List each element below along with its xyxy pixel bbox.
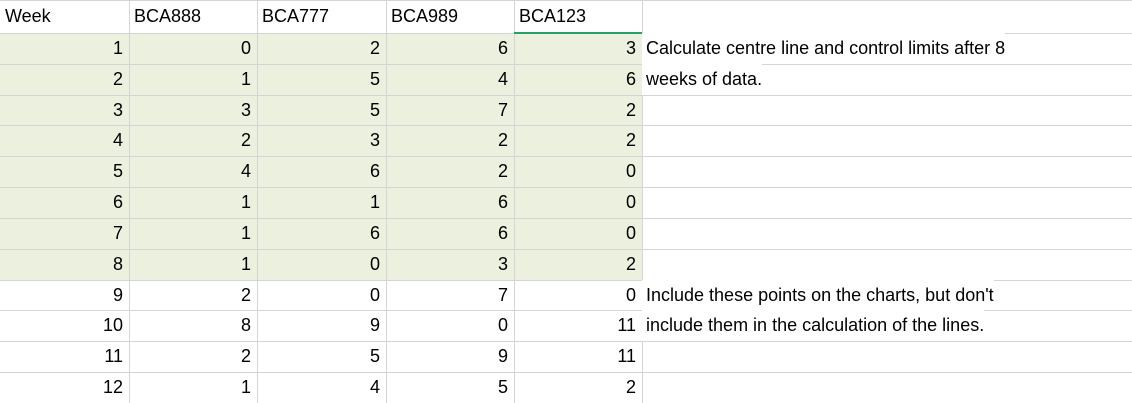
column-header: Week [5,6,51,26]
cell-fill [0,63,642,95]
cell-value: 6 [369,161,380,182]
cell-value: 2 [240,284,251,305]
cell-value: 3 [369,130,380,151]
cell-fill [0,125,642,157]
cell-value: 1 [112,38,123,58]
cell-value: 2 [240,346,251,367]
cell-value: 1 [240,68,251,89]
cell-value: 0 [625,284,636,305]
cell-value: 2 [625,130,636,151]
cell-value: 6 [497,192,508,213]
grid-line [257,0,258,403]
cell-value: 8 [112,253,123,274]
cell-value: 0 [625,222,636,243]
cell-value: 8 [240,315,251,336]
cell-value: 0 [497,315,508,336]
cell-value: 6 [625,68,636,89]
cell-value: 10 [102,315,123,336]
cell-value: 11 [617,315,636,336]
grid-line [129,0,130,403]
grid-line [642,0,643,403]
cell-value: 2 [497,161,508,182]
cell-value: 7 [112,222,123,243]
grid-line [0,187,1132,189]
cell-value: 6 [497,38,508,58]
selection-border [514,32,642,34]
grid-line [514,0,515,403]
cell-fill [0,217,642,249]
cell-value: 5 [112,161,123,182]
cell-value: 2 [240,130,251,151]
cell-value: 1 [240,253,251,274]
cell-value: 11 [617,346,636,367]
cell-value: 6 [369,222,380,243]
cell-value: 3 [112,99,123,120]
cell-value: 2 [625,99,636,120]
cell-value: 0 [369,253,380,274]
cell-value: 5 [369,68,380,89]
note-text: include them in the calculation of the l… [642,310,985,342]
grid-line [0,63,1132,65]
cell-value: 0 [369,284,380,305]
note-text: weeks of data. [642,63,763,95]
cell-value: 9 [369,315,380,336]
cell-value: 6 [497,222,508,243]
cell-fill [0,156,642,188]
cell-value: 4 [369,377,380,398]
cell-value: 0 [625,192,636,213]
cell-value: 6 [112,192,123,213]
cell-value: 2 [369,38,380,58]
cell-value: 1 [240,192,251,213]
cell-value: 4 [240,161,251,182]
cell-value: 12 [102,377,123,398]
grid-line [0,0,1132,1]
cell-value: 3 [240,99,251,120]
cell-value: 1 [240,377,251,398]
cell-value: 5 [369,99,380,120]
column-header: BCA989 [391,6,459,26]
cell-value: 2 [625,253,636,274]
grid-line [0,372,1132,374]
grid-line [0,217,1132,219]
cell-value: 5 [369,346,380,367]
column-header: BCA888 [134,6,202,26]
grid-line [0,94,1132,96]
grid-line [0,248,1132,250]
cell-value: 7 [497,284,508,305]
cell-value: 4 [112,130,123,151]
grid-line [0,156,1132,158]
cell-fill [0,94,642,126]
cell-value: 0 [240,38,251,58]
cell-value: 2 [497,130,508,151]
cell-fill [0,187,642,218]
grid-line [0,279,1132,281]
cell-value: 3 [497,253,508,274]
note-text: Calculate centre line and control limits… [642,33,1006,64]
column-header: BCA777 [262,6,330,26]
cell-value: 1 [369,192,380,213]
grid-line [0,310,1132,312]
cell-value: 5 [497,377,508,398]
cell-value: 4 [497,68,508,89]
cell-value: 2 [112,68,123,89]
grid-line [386,0,387,403]
cell-fill [0,248,642,280]
cell-value: 3 [625,38,636,58]
cell-value: 2 [625,377,636,398]
cell-value: 1 [240,222,251,243]
cell-value: 0 [625,161,636,182]
cell-fill [0,33,642,64]
grid-line [0,341,1132,343]
cell-value: 7 [497,99,508,120]
column-header: BCA123 [519,6,587,26]
cell-value: 11 [104,346,123,367]
cell-value: 9 [497,346,508,367]
cell-value: 9 [112,284,123,305]
grid-line [0,125,1132,127]
note-text: Include these points on the charts, but … [642,279,994,311]
